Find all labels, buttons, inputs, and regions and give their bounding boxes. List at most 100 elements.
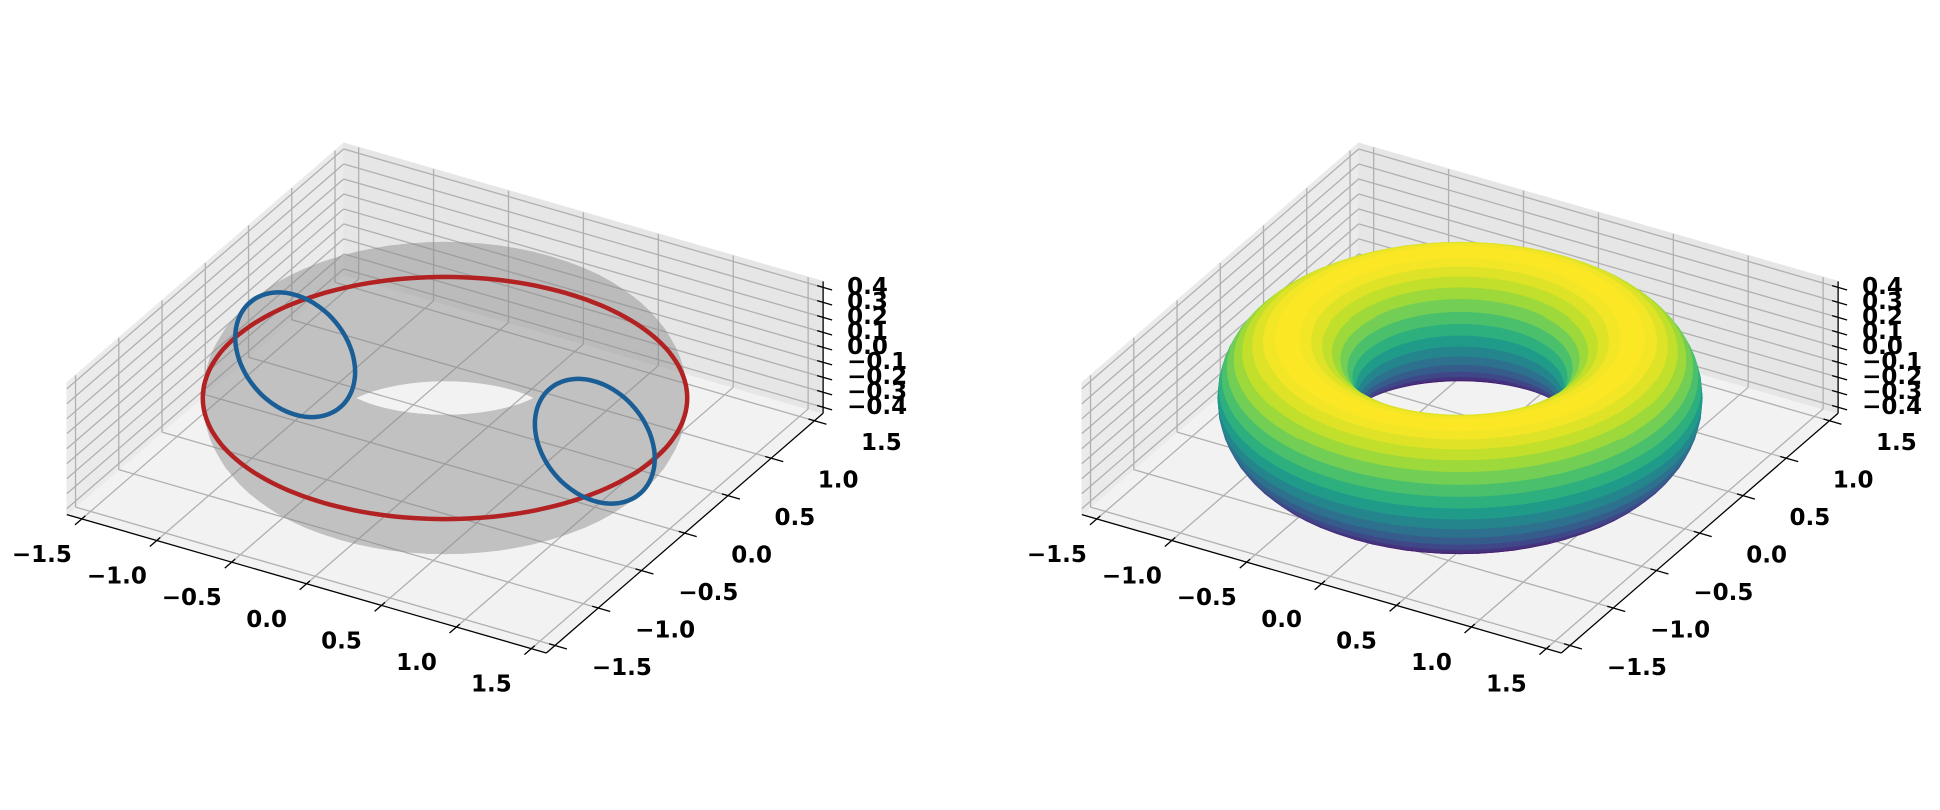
z-tick-label: 0.2: [847, 304, 888, 330]
surface-facet: [444, 299, 456, 313]
surface-facet: [1431, 323, 1443, 338]
surface-facet: [545, 269, 567, 284]
surface-facet: [422, 287, 435, 301]
surface-facet: [212, 339, 223, 359]
surface-facet: [604, 284, 626, 295]
surface-facet: [406, 447, 428, 461]
surface-facet: [311, 396, 333, 406]
surface-facet: [220, 318, 235, 338]
surface-facet: [338, 296, 355, 312]
surface-facet: [405, 243, 427, 249]
surface-facet: [507, 265, 527, 278]
surface-facet: [550, 408, 558, 424]
surface-facet: [568, 426, 583, 439]
surface-facet: [483, 260, 501, 272]
surface-facet: [324, 353, 333, 370]
surface-facet: [576, 279, 598, 289]
surface-facet: [557, 364, 580, 380]
surface-facet: [380, 249, 401, 258]
surface-facet: [319, 470, 335, 486]
surface-facet: [1435, 276, 1450, 290]
surface-facet: [595, 427, 613, 437]
surface-facet: [327, 256, 351, 268]
surface-facet: [1619, 330, 1634, 340]
surface-facet: [336, 411, 343, 430]
surface-facet: [549, 408, 554, 424]
surface-facet: [593, 447, 607, 458]
surface-facet: [336, 372, 341, 388]
surface-facet: [461, 438, 482, 450]
surface-facet: [367, 326, 390, 343]
surface-facet: [457, 258, 474, 269]
surface-facet: [426, 334, 437, 348]
surface-facet: [425, 449, 446, 462]
surface-facet: [274, 382, 295, 399]
surface-facet: [553, 338, 576, 356]
y-tick-label: 1.5: [861, 430, 902, 456]
surface-facet: [488, 328, 500, 343]
surface-facet: [530, 258, 553, 268]
surface-facet: [550, 408, 562, 422]
surface-facet: [410, 429, 430, 441]
surface-facet: [402, 377, 420, 383]
surface-facet: [646, 358, 662, 380]
surface-facet: [622, 289, 641, 304]
y-tick-label: −1.0: [1650, 618, 1710, 644]
surface-facet: [425, 355, 437, 366]
surface-facet: [503, 251, 525, 261]
surface-facet: [299, 343, 321, 362]
x-tick-label: 0.5: [1336, 628, 1377, 654]
surface-facet: [403, 251, 426, 261]
surface-facet: [444, 376, 457, 381]
surface-facet: [364, 249, 388, 260]
surface-facet: [536, 333, 559, 351]
y-tick-label: −0.5: [1693, 580, 1753, 606]
surface-facet: [513, 324, 526, 340]
surface-facet: [266, 345, 286, 365]
surface-facet: [353, 390, 369, 399]
surface-facet: [424, 242, 446, 248]
surface-facet: [1469, 299, 1482, 313]
surface-facet: [310, 420, 326, 433]
grid-line: [66, 223, 345, 465]
surface-facet: [363, 255, 386, 267]
surface-facet: [456, 379, 473, 383]
surface-facet: [363, 265, 383, 278]
surface-facet: [544, 396, 549, 412]
x-tick-label: −0.5: [1177, 585, 1237, 611]
z-tick-label: −0.3: [847, 379, 907, 405]
surface-facet: [550, 357, 559, 374]
surface-facet: [318, 420, 330, 434]
surface-facet: [352, 248, 375, 254]
surface-facet: [329, 394, 351, 402]
surface-facet: [512, 379, 533, 388]
surface-facet: [499, 376, 519, 385]
surface-facet: [461, 346, 482, 358]
surface-facet: [325, 261, 348, 275]
surface-facet: [498, 318, 511, 334]
surface-facet: [472, 252, 491, 262]
surface-facet: [363, 303, 386, 319]
surface-facet: [424, 311, 446, 325]
surface-facet: [543, 402, 559, 411]
surface-facet: [549, 372, 554, 388]
surface-facet: [311, 404, 332, 412]
x-tick-label: 1.0: [396, 650, 437, 676]
surface-facet: [397, 381, 412, 386]
surface-facet: [220, 367, 235, 389]
surface-facet: [517, 254, 539, 264]
surface-facet: [483, 312, 506, 328]
surface-facet: [663, 327, 676, 347]
surface-facet: [648, 397, 664, 417]
surface-facet: [517, 372, 539, 384]
surface-facet: [565, 321, 580, 337]
surface-facet: [277, 427, 295, 437]
surface-facet: [404, 246, 426, 254]
surface-facet: [292, 279, 314, 289]
surface-facet: [547, 411, 554, 430]
surface-facet: [545, 298, 567, 316]
z-tick: [816, 359, 833, 366]
surface-facet: [484, 300, 508, 316]
surface-facet: [503, 369, 524, 380]
surface-facet: [371, 321, 384, 337]
